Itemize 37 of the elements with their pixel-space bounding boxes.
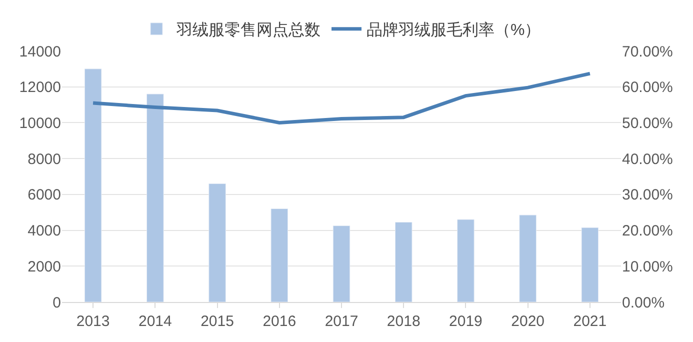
x-tick-label: 2018 — [386, 313, 420, 330]
y-tick-label: 2000 — [28, 258, 61, 276]
x-tick-label: 2013 — [76, 313, 110, 330]
x-tick-label: 2016 — [262, 313, 296, 330]
bar — [332, 226, 350, 302]
y-tick-label: 4000 — [28, 222, 61, 240]
legend-label: 羽绒服零售网点总数 — [176, 21, 320, 40]
y-tick-label: 10000 — [19, 114, 61, 132]
x-tick-label: 2019 — [449, 313, 482, 330]
legend-label: 品牌羽绒服毛利率（%） — [366, 21, 541, 40]
y2-tick-label: 0.00% — [622, 294, 665, 312]
y-tick-label: 0 — [52, 294, 61, 312]
y-tick-label: 14000 — [19, 43, 61, 60]
y-tick-label: 8000 — [28, 150, 61, 168]
y2-tick-label: 40.00% — [622, 150, 673, 168]
line-series — [91, 72, 592, 124]
x-tick-label: 2021 — [573, 313, 607, 330]
y2-tick-label: 70.00% — [622, 43, 673, 60]
y2-tick-label: 50.00% — [622, 114, 673, 132]
x-tick-label: 2020 — [511, 313, 545, 330]
y-tick-label: 6000 — [28, 186, 61, 204]
bar — [394, 222, 412, 302]
y2-tick-label: 10.00% — [622, 258, 673, 276]
bar — [581, 227, 599, 302]
bar — [84, 68, 102, 302]
bar — [519, 214, 536, 302]
y2-tick-label: 30.00% — [622, 186, 673, 204]
bar — [270, 208, 288, 302]
y-tick-label: 12000 — [19, 79, 61, 96]
bar — [457, 219, 474, 302]
y2-tick-label: 20.00% — [622, 222, 673, 240]
x-tick-label: 2015 — [200, 313, 234, 330]
x-tick-label: 2014 — [138, 313, 172, 330]
x-tick-label: 2017 — [324, 313, 358, 330]
y2-tick-label: 60.00% — [622, 79, 673, 96]
bar — [146, 94, 164, 302]
bar — [208, 183, 226, 302]
